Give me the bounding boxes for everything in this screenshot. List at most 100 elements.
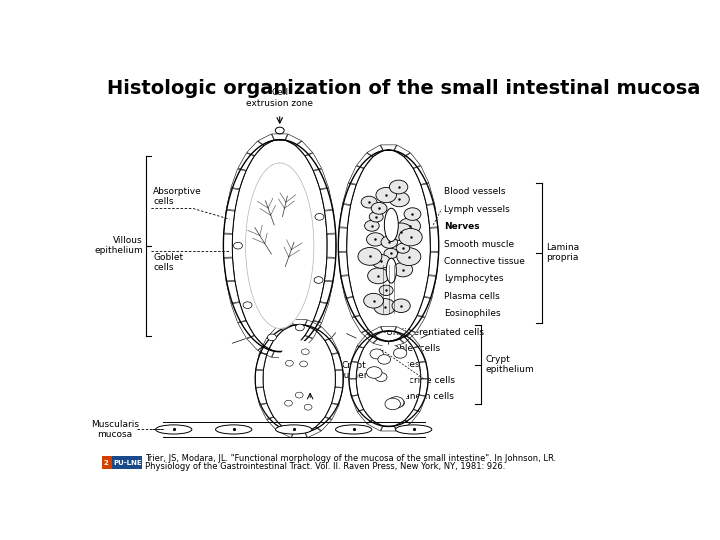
Polygon shape [272, 134, 287, 140]
Text: Blood vessels: Blood vessels [444, 187, 506, 196]
Polygon shape [381, 145, 397, 151]
Ellipse shape [395, 425, 432, 434]
Circle shape [397, 248, 420, 266]
Polygon shape [231, 169, 246, 189]
Polygon shape [338, 228, 347, 251]
Polygon shape [255, 325, 343, 433]
Polygon shape [405, 334, 420, 348]
FancyBboxPatch shape [102, 456, 112, 469]
Circle shape [396, 243, 410, 253]
Circle shape [358, 247, 382, 265]
Polygon shape [332, 353, 343, 370]
Polygon shape [409, 316, 425, 333]
Polygon shape [367, 145, 383, 157]
Circle shape [314, 276, 323, 284]
Polygon shape [352, 316, 368, 333]
Polygon shape [267, 327, 282, 340]
Text: Histologic organization of the small intestinal mucosa: Histologic organization of the small int… [107, 79, 700, 98]
Polygon shape [424, 276, 436, 298]
Polygon shape [356, 153, 373, 168]
Polygon shape [226, 281, 240, 303]
Polygon shape [258, 134, 274, 145]
Polygon shape [419, 362, 428, 379]
Polygon shape [305, 320, 321, 330]
Polygon shape [361, 330, 378, 343]
Polygon shape [285, 134, 302, 145]
Circle shape [267, 334, 276, 341]
Text: Connective tissue: Connective tissue [444, 257, 525, 266]
Polygon shape [247, 336, 264, 350]
FancyBboxPatch shape [102, 456, 143, 469]
Text: Villous
epithelium: Villous epithelium [94, 236, 143, 255]
Ellipse shape [156, 425, 192, 434]
Circle shape [399, 228, 422, 246]
Polygon shape [277, 427, 293, 437]
Polygon shape [276, 341, 323, 416]
Text: Goblet
cells: Goblet cells [153, 253, 183, 273]
Text: Lymph vessels: Lymph vessels [444, 205, 510, 214]
Text: -Goblet cells: -Goblet cells [383, 345, 440, 353]
Polygon shape [349, 379, 358, 396]
Circle shape [366, 233, 384, 246]
Polygon shape [404, 153, 420, 168]
Circle shape [370, 349, 383, 359]
Circle shape [389, 397, 404, 408]
Circle shape [366, 367, 382, 379]
Polygon shape [224, 258, 235, 281]
Circle shape [369, 212, 383, 222]
Ellipse shape [336, 425, 372, 434]
Polygon shape [267, 417, 282, 431]
Circle shape [399, 218, 420, 234]
Text: Crypt
epithelium: Crypt epithelium [485, 355, 534, 374]
Polygon shape [418, 298, 432, 317]
Polygon shape [272, 351, 287, 357]
Polygon shape [405, 410, 420, 423]
Polygon shape [316, 417, 332, 431]
Polygon shape [327, 234, 336, 258]
Text: -Endocrine cells: -Endocrine cells [383, 376, 455, 385]
Circle shape [361, 196, 377, 208]
Circle shape [295, 324, 305, 331]
Circle shape [375, 373, 387, 382]
Circle shape [384, 248, 397, 259]
Polygon shape [399, 330, 415, 343]
Polygon shape [345, 298, 360, 317]
Polygon shape [325, 403, 339, 419]
Polygon shape [258, 346, 274, 357]
Polygon shape [338, 150, 438, 341]
Polygon shape [316, 327, 332, 340]
Circle shape [368, 268, 389, 284]
Polygon shape [296, 141, 312, 156]
Polygon shape [413, 166, 428, 184]
Polygon shape [421, 184, 435, 205]
Circle shape [364, 220, 379, 231]
Polygon shape [325, 258, 336, 281]
Circle shape [393, 262, 413, 277]
Polygon shape [335, 370, 343, 387]
Circle shape [372, 254, 390, 268]
Polygon shape [259, 338, 274, 354]
Polygon shape [226, 188, 240, 210]
Polygon shape [320, 281, 333, 303]
Circle shape [376, 187, 397, 202]
Polygon shape [349, 362, 358, 379]
Polygon shape [428, 252, 438, 275]
Polygon shape [395, 327, 410, 337]
Polygon shape [231, 302, 246, 322]
Circle shape [404, 208, 421, 220]
Circle shape [374, 299, 395, 315]
Ellipse shape [384, 208, 398, 241]
Polygon shape [277, 320, 293, 330]
Polygon shape [389, 339, 404, 348]
Polygon shape [351, 395, 364, 411]
Polygon shape [413, 346, 426, 362]
Polygon shape [367, 420, 383, 431]
Polygon shape [332, 388, 343, 404]
Circle shape [378, 355, 390, 364]
Circle shape [364, 293, 384, 308]
Polygon shape [320, 188, 333, 210]
Text: Cell
extrusion zone: Cell extrusion zone [246, 88, 313, 107]
Polygon shape [313, 169, 328, 189]
Polygon shape [305, 153, 322, 170]
Polygon shape [357, 410, 372, 423]
